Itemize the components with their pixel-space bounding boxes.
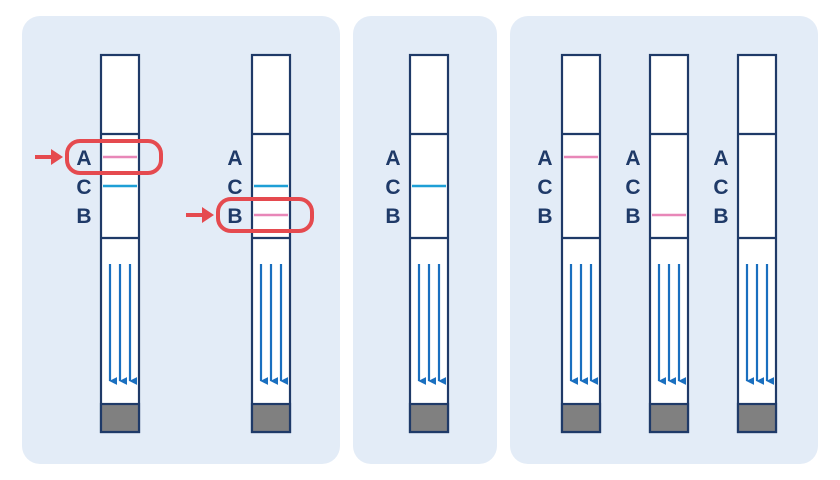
test-strip: ACB: [186, 53, 314, 434]
test-strip: ACB: [713, 53, 778, 434]
sample-pad: [99, 402, 141, 434]
strip-label-b: B: [385, 205, 400, 228]
highlight-ring: [65, 139, 163, 175]
strip-label-a: A: [713, 147, 728, 170]
strip-label-a: A: [76, 147, 91, 170]
sample-pad: [408, 402, 450, 434]
strip-label-c: C: [713, 176, 728, 199]
sample-pad: [648, 402, 690, 434]
test-strip: ACB: [35, 53, 163, 434]
highlight-ring: [216, 197, 314, 233]
strip-label-c: C: [76, 176, 91, 199]
panel-background: [22, 16, 340, 464]
sample-pad: [250, 402, 292, 434]
sample-pad: [560, 402, 602, 434]
strip-label-b: B: [227, 205, 242, 228]
strip-label-c: C: [385, 176, 400, 199]
strip-label-b: B: [625, 205, 640, 228]
pointer-arrow-icon: [51, 149, 63, 165]
strip-label-a: A: [385, 147, 400, 170]
strip-label-b: B: [713, 205, 728, 228]
strip-label-a: A: [625, 147, 640, 170]
pointer-arrow-icon: [202, 207, 214, 223]
strip-label-c: C: [227, 176, 242, 199]
test-strip: ACB: [625, 53, 690, 434]
strip-label-b: B: [76, 205, 91, 228]
strip-label-a: A: [537, 147, 552, 170]
test-strip: ACB: [385, 53, 450, 434]
panel: ACB: [353, 16, 497, 464]
test-strip: ACB: [537, 53, 602, 434]
sample-pad: [736, 402, 778, 434]
strip-label-b: B: [537, 205, 552, 228]
strip-label-a: A: [227, 147, 242, 170]
strip-label-c: C: [625, 176, 640, 199]
strip-label-c: C: [537, 176, 552, 199]
